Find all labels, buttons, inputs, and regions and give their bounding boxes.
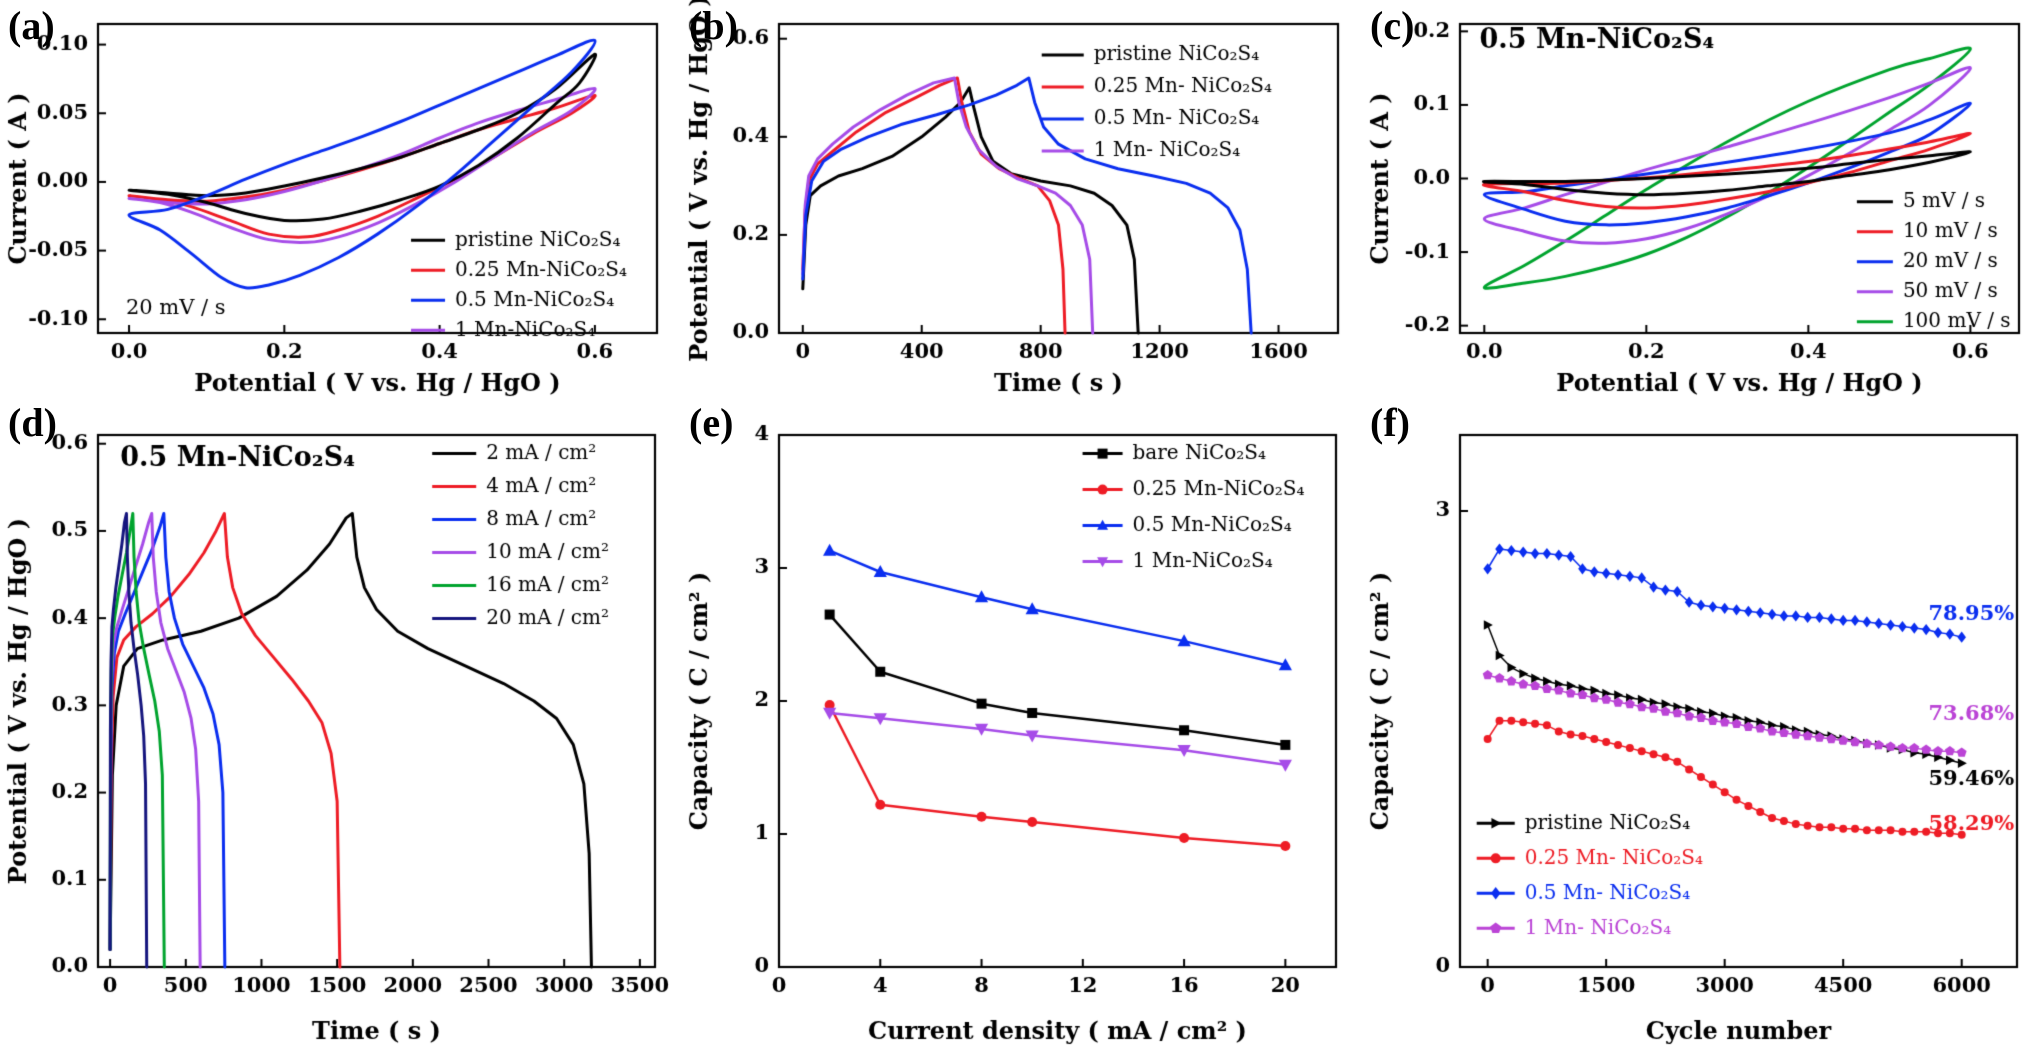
panel-c: (c) <box>1362 0 2043 405</box>
panel-e-label: (e) <box>689 400 734 445</box>
panel-c-label: (c) <box>1370 3 1415 48</box>
panel-b-label: (b) <box>689 3 738 48</box>
panel-d: (d) <box>0 400 681 1053</box>
panel-f-label: (f) <box>1370 400 1410 445</box>
panel-c-chart <box>1362 0 2043 405</box>
panel-a-label: (a) <box>8 3 55 48</box>
panel-e-chart <box>681 405 1362 1053</box>
panel-b: (b) <box>681 0 1362 405</box>
panel-b-chart <box>681 0 1362 405</box>
panel-e: (e) <box>681 400 1362 1053</box>
panel-d-label: (d) <box>8 400 57 445</box>
panel-a-chart <box>0 0 681 405</box>
panel-a: (a) <box>0 0 681 405</box>
panel-f: (f) <box>1362 400 2043 1053</box>
panel-f-chart <box>1362 405 2043 1053</box>
panel-d-chart <box>0 405 681 1053</box>
